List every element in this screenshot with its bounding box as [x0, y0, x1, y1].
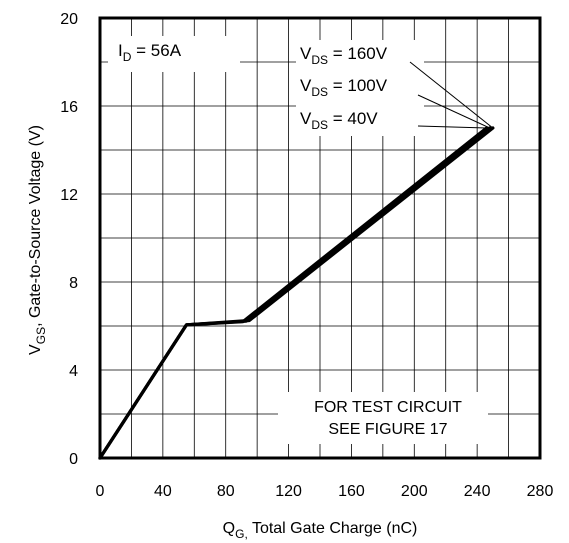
- vds-leader-line-2: [417, 125, 487, 129]
- x-axis-title: QG, Total Gate Charge (nC): [223, 520, 418, 541]
- y-tick-label: 8: [69, 275, 78, 292]
- x-tick-label: 40: [154, 483, 172, 500]
- plot-frame: [98, 16, 542, 460]
- y-tick-label: 12: [60, 187, 78, 204]
- x-tick-label: 200: [401, 483, 428, 500]
- drain-current-label: ID = 56A: [118, 41, 182, 64]
- id-label-background: [108, 36, 240, 72]
- vds-label-0: VDS = 160V: [300, 44, 388, 67]
- x-tick-label: 0: [96, 483, 105, 500]
- vds-label-background: [296, 40, 424, 136]
- vds-leader-line-1: [417, 94, 490, 129]
- series-line-2: [98, 126, 489, 460]
- test-circuit-background: [278, 392, 488, 444]
- vds-leader-line-0: [409, 61, 494, 129]
- tick-labels: 0 40 80 120 160 200 240 280 0 4 8 12 16 20: [60, 11, 553, 500]
- y-tick-label: 4: [69, 363, 78, 380]
- data-series: [98, 126, 495, 460]
- x-tick-label: 80: [217, 483, 235, 500]
- x-tick-label: 280: [527, 483, 554, 500]
- y-axis-title: VGS, Gate-to-Source Voltage (V): [27, 125, 48, 355]
- y-tick-label: 0: [69, 451, 78, 468]
- test-circuit-note-line-1: SEE FIGURE 17: [328, 421, 447, 438]
- vds-label-2: VDS = 40V: [300, 109, 378, 132]
- x-tick-label: 120: [275, 483, 302, 500]
- y-tick-label: 20: [60, 11, 78, 28]
- annotations: ID = 56A VDS = 160V VDS = 100V VDS = 40V FOR…: [108, 36, 494, 444]
- x-tick-label: 160: [338, 483, 365, 500]
- y-tick-label: 16: [60, 99, 78, 116]
- vds-label-1: VDS = 100V: [300, 76, 388, 99]
- x-tick-label: 240: [464, 483, 491, 500]
- test-circuit-note-line-0: FOR TEST CIRCUIT: [314, 399, 462, 416]
